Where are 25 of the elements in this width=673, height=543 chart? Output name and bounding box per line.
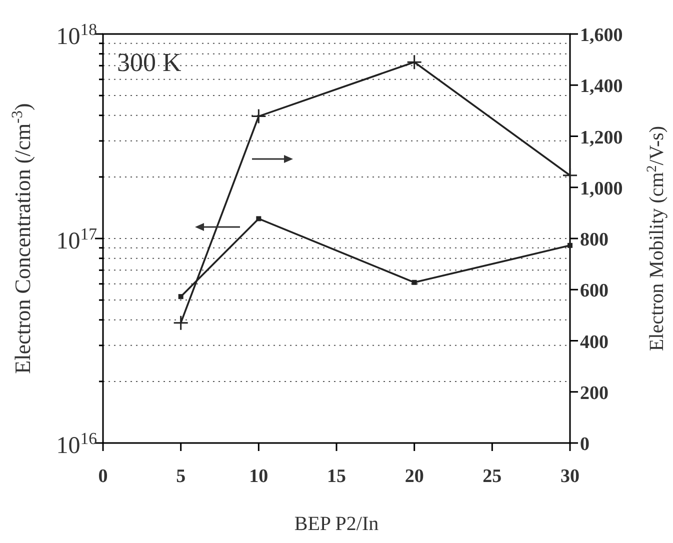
x-tick-label: 25	[482, 466, 502, 487]
point	[568, 242, 572, 248]
x-tick-label: 0	[98, 466, 108, 487]
annotation: 300 K	[117, 48, 182, 77]
y2-tick-label: 200	[580, 382, 608, 404]
y-tick-label: 10$^{18}$	[56, 20, 97, 50]
x-axis-title: BEP P2/In	[294, 513, 379, 535]
x-tick-label: 30	[560, 466, 580, 487]
point	[412, 280, 417, 285]
y2-tick-label: 1,000	[580, 178, 623, 200]
y2-tick-label: 400	[580, 332, 608, 353]
y2-tick-label: 1,600	[580, 25, 623, 46]
x-tick-label: 20	[404, 466, 424, 487]
y2-tick-label: 600	[580, 280, 608, 302]
point	[256, 216, 262, 222]
y2-tick-label: 1,200	[580, 127, 623, 148]
x-tick-label: 15	[327, 466, 346, 487]
y-tick-label: 10$^{16}$	[56, 428, 97, 459]
y2-tick-label: 0	[580, 434, 590, 455]
point	[178, 294, 184, 300]
y2-tick-label: 800	[580, 230, 608, 250]
y2-tick-label: 1,400	[580, 76, 623, 98]
x-tick-label: 10	[249, 466, 268, 487]
y-tick-label: 10$^{17}$	[56, 224, 97, 254]
x-tick-label: 5	[176, 466, 186, 487]
